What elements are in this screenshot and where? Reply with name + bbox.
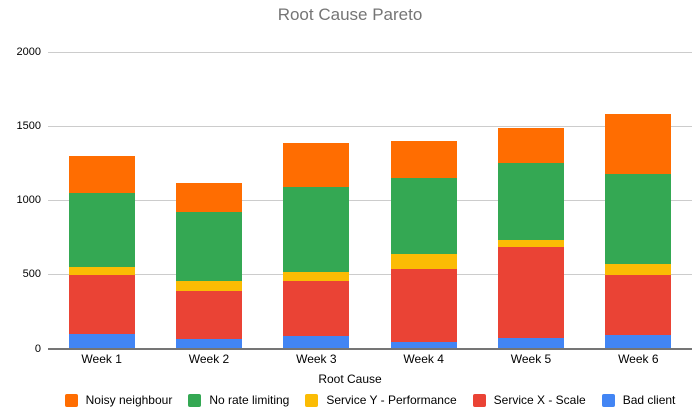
bar-segment-bad-client: [497, 337, 564, 349]
bar-segment-noisy-neighbour: [283, 142, 350, 188]
y-axis-tick-label: 0: [34, 342, 41, 355]
bar-segment-no-rate-limiting: [390, 178, 457, 254]
x-axis: Week 1 Week 2 Week 3 Week 4 Week 5 Week 6: [48, 352, 692, 366]
bar-segment-service-x-scale: [175, 291, 242, 339]
bar-slot: [370, 52, 477, 349]
bar-segment-no-rate-limiting: [605, 173, 672, 265]
bar-segment-service-y-performance: [390, 253, 457, 269]
x-axis-tick-label: Week 6: [618, 352, 659, 366]
bar-segment-service-x-scale: [497, 246, 564, 338]
x-axis-tick-label: Week 5: [510, 352, 552, 366]
gridline: [48, 125, 692, 127]
legend-swatch-icon: [472, 393, 486, 407]
bar-segment-bad-client: [175, 338, 242, 349]
bar-segment-noisy-neighbour: [605, 114, 672, 174]
bar-segment-service-y-performance: [283, 271, 350, 281]
bar-slot: [477, 52, 584, 349]
bar-segment-service-x-scale: [605, 274, 672, 335]
bar-segment-noisy-neighbour: [175, 182, 242, 213]
bar-segment-service-x-scale: [390, 268, 457, 342]
bar-group-week-6: [605, 52, 672, 349]
bar-segment-no-rate-limiting: [283, 187, 350, 272]
bar-group-week-2: [175, 52, 242, 349]
legend-item-service-x-scale: Service X - Scale: [472, 393, 586, 407]
legend-swatch-icon: [305, 393, 319, 407]
legend-item-noisy-neighbour: Noisy neighbour: [64, 393, 173, 407]
legend-item-bad-client: Bad client: [601, 393, 676, 407]
bar-segment-bad-client: [605, 334, 672, 349]
bar-segment-service-y-performance: [497, 239, 564, 247]
y-axis-tick-label: 1500: [16, 119, 41, 132]
bar-segment-noisy-neighbour: [390, 141, 457, 179]
bar-segment-bad-client: [390, 341, 457, 349]
y-axis-tick-label: 2000: [16, 45, 41, 58]
chart-title: Root Cause Pareto: [277, 5, 423, 24]
legend-item-service-y-performance: Service Y - Performance: [305, 393, 457, 407]
legend-item-no-rate-limiting: No rate limiting: [188, 393, 289, 407]
gridline: [48, 274, 692, 276]
bar-slot: [263, 52, 370, 349]
bar-group-week-1: [68, 52, 135, 349]
legend-item-label: Service X - Scale: [493, 393, 586, 407]
bar-segment-noisy-neighbour: [68, 155, 135, 194]
bar-segment-service-x-scale: [68, 274, 135, 335]
x-axis-tick-label: Week 3: [296, 352, 337, 366]
bar-slot: [155, 52, 262, 349]
y-axis: 0 500 1000 1500 2000: [0, 46, 41, 355]
legend-item-label: Service Y - Performance: [326, 393, 457, 407]
bar-segment-service-y-performance: [68, 267, 135, 275]
y-axis-tick-label: 500: [22, 268, 41, 281]
bar-segment-bad-client: [68, 334, 135, 349]
gridline: [48, 51, 692, 53]
x-axis-tick-label: Week 2: [188, 352, 230, 366]
bar-segment-service-x-scale: [283, 280, 350, 336]
legend-item-label: No rate limiting: [209, 393, 290, 407]
x-axis-title: Root Cause: [318, 372, 382, 386]
bar-segment-service-y-performance: [605, 264, 672, 275]
legend-swatch-icon: [64, 393, 78, 407]
legend-item-label: Noisy neighbour: [85, 393, 173, 407]
bar-slot: [48, 52, 155, 349]
y-axis-tick-label: 1000: [16, 194, 41, 206]
legend-swatch-icon: [601, 393, 615, 407]
legend-item-label: Bad client: [622, 393, 676, 407]
plot-area: [48, 51, 692, 350]
bar-segment-no-rate-limiting: [175, 212, 242, 281]
bar-group-week-4: [390, 52, 457, 349]
bar-segment-noisy-neighbour: [497, 127, 564, 164]
legend-swatch-icon: [188, 393, 202, 407]
x-axis-tick-label: Week 1: [81, 352, 122, 366]
x-axis-baseline: [48, 348, 692, 350]
gridline: [48, 200, 692, 201]
legend: Noisy neighbour No rate limiting Service Y…: [48, 393, 692, 407]
bar-group-week-3: [283, 52, 350, 349]
bar-group-week-5: [497, 52, 564, 349]
x-axis-tick-label: Week 4: [403, 352, 444, 366]
bar-segment-bad-client: [283, 335, 350, 349]
bar-slot: [585, 52, 692, 349]
bar-segment-no-rate-limiting: [497, 163, 564, 240]
bar-segment-no-rate-limiting: [68, 193, 135, 268]
bar-segment-service-y-performance: [175, 280, 242, 292]
